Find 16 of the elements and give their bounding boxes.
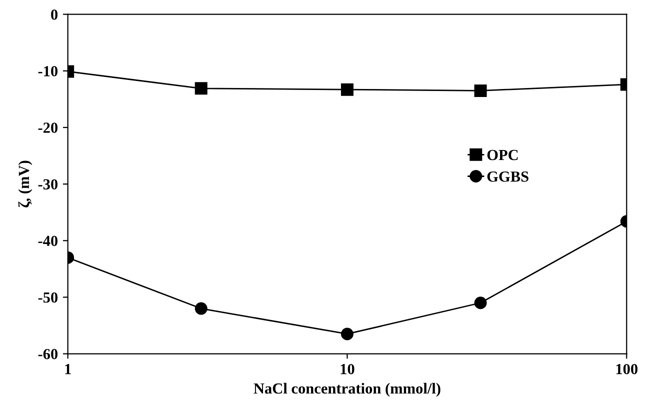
- y-tick-label: -20: [38, 122, 58, 133]
- x-tick-label: 100: [616, 364, 638, 374]
- legend-label: GGBS: [487, 171, 528, 182]
- x-axis-title: NaCl concentration (mmol/l): [254, 382, 440, 397]
- y-axis-title: ζ, (mV): [18, 160, 32, 208]
- x-tick-label: 10: [340, 364, 354, 374]
- y-tick-label: -30: [38, 179, 58, 190]
- point: [340, 328, 354, 340]
- y-tick-label: -40: [38, 236, 58, 246]
- y-tick-label: -10: [38, 66, 58, 76]
- legend-label: OPC: [487, 150, 518, 160]
- x-tick-label: 1: [65, 364, 71, 374]
- y-tick-label: -50: [38, 292, 58, 303]
- y-tick-label: -60: [38, 348, 58, 360]
- y-tick-label: 0: [51, 9, 58, 20]
- point: [340, 83, 354, 96]
